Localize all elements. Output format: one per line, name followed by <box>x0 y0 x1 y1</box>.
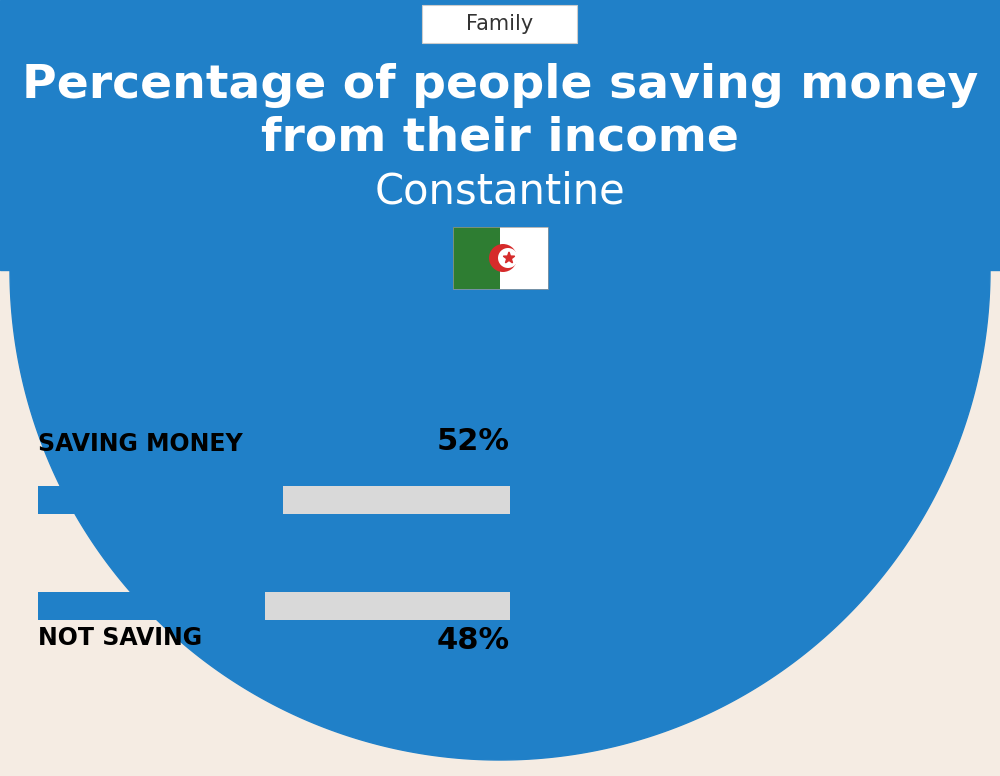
Bar <box>452 227 500 289</box>
Text: 52%: 52% <box>437 427 510 456</box>
Text: from their income: from their income <box>261 116 739 161</box>
Bar <box>38 592 510 620</box>
Bar <box>38 486 510 514</box>
Text: Family: Family <box>466 14 533 34</box>
FancyBboxPatch shape <box>422 5 577 43</box>
Text: 48%: 48% <box>437 626 510 655</box>
Bar <box>500 227 548 289</box>
Text: Constantine: Constantine <box>375 171 625 213</box>
Polygon shape <box>0 0 1000 270</box>
Bar <box>452 227 548 289</box>
Circle shape <box>489 244 517 272</box>
Bar <box>38 486 283 514</box>
Bar <box>38 592 265 620</box>
Polygon shape <box>10 270 990 760</box>
Text: SAVING MONEY: SAVING MONEY <box>38 432 243 456</box>
Polygon shape <box>503 252 515 263</box>
Circle shape <box>498 248 518 268</box>
Text: NOT SAVING: NOT SAVING <box>38 626 202 650</box>
Text: Percentage of people saving money: Percentage of people saving money <box>22 63 978 108</box>
